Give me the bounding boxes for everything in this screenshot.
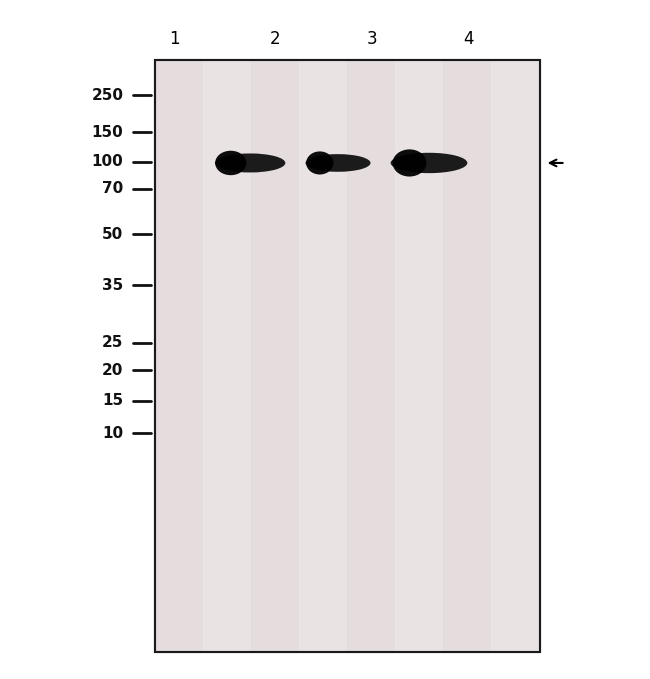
Ellipse shape: [391, 153, 467, 173]
Text: 4: 4: [463, 29, 473, 48]
Bar: [155, 60, 540, 652]
Text: 15: 15: [103, 393, 124, 408]
Bar: [251, 60, 299, 652]
Bar: [155, 60, 540, 652]
Bar: [347, 60, 395, 652]
Text: 70: 70: [102, 181, 124, 196]
Bar: [155, 60, 203, 652]
Text: 25: 25: [102, 335, 124, 350]
Ellipse shape: [215, 151, 246, 175]
Text: 250: 250: [92, 88, 124, 103]
Bar: [491, 60, 540, 652]
Bar: [299, 60, 347, 652]
Ellipse shape: [215, 153, 285, 172]
Text: 10: 10: [103, 426, 124, 441]
Ellipse shape: [393, 149, 426, 177]
Text: 35: 35: [102, 278, 124, 293]
Text: 1: 1: [169, 29, 179, 48]
Text: 150: 150: [92, 125, 124, 140]
Text: 3: 3: [367, 29, 377, 48]
Bar: [443, 60, 491, 652]
Bar: [395, 60, 443, 652]
Text: 100: 100: [92, 154, 124, 169]
Bar: [203, 60, 251, 652]
Text: 50: 50: [102, 227, 124, 242]
Ellipse shape: [306, 151, 333, 175]
Text: 20: 20: [102, 363, 124, 378]
Ellipse shape: [306, 154, 370, 172]
Text: 2: 2: [270, 29, 280, 48]
